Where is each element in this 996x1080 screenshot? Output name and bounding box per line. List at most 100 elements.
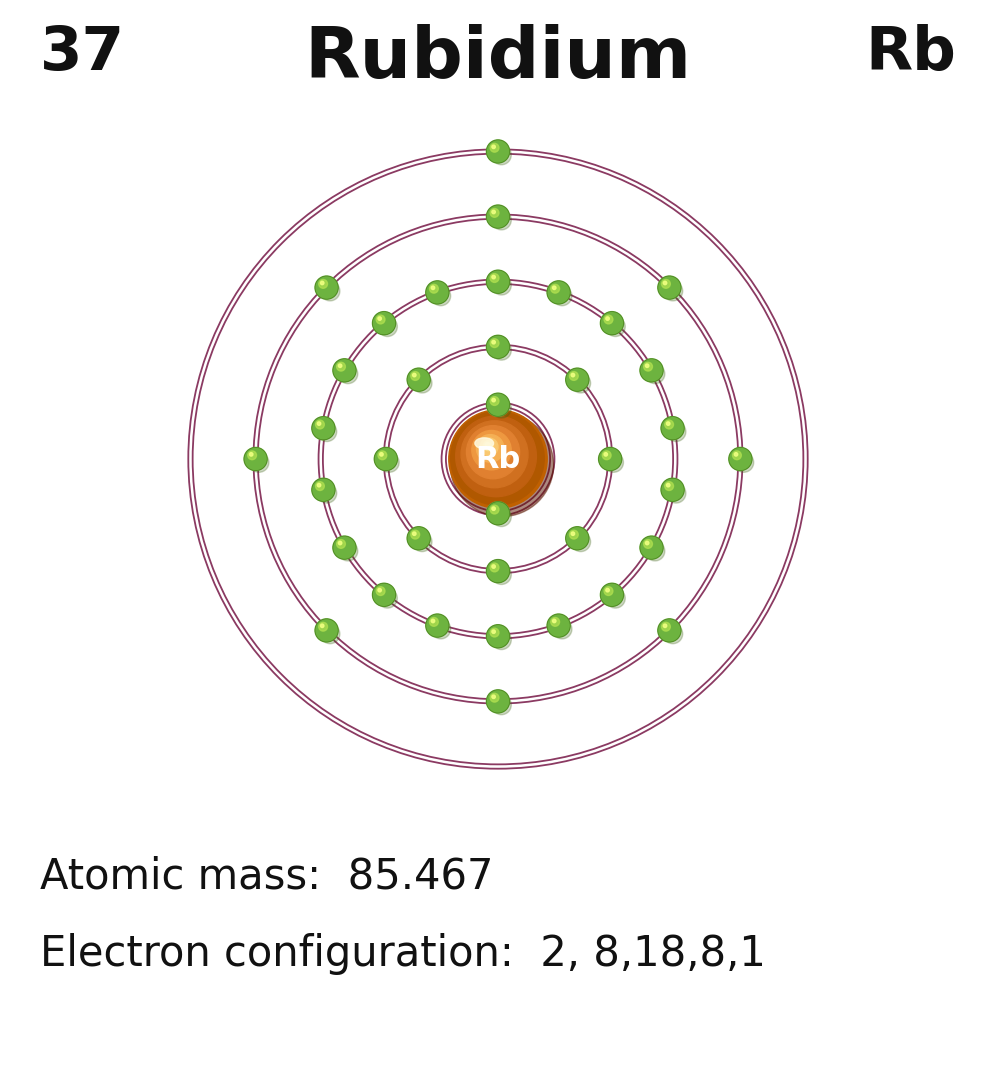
Circle shape (407, 368, 430, 391)
Circle shape (571, 374, 575, 377)
Circle shape (492, 696, 511, 715)
Circle shape (412, 532, 432, 552)
Circle shape (492, 696, 495, 699)
Circle shape (657, 276, 681, 299)
Circle shape (661, 622, 670, 631)
Circle shape (492, 399, 495, 402)
Circle shape (486, 559, 510, 583)
Circle shape (603, 450, 612, 460)
Circle shape (666, 422, 670, 426)
Circle shape (490, 144, 499, 152)
Circle shape (666, 484, 686, 503)
Circle shape (570, 530, 579, 539)
Circle shape (664, 482, 673, 490)
Circle shape (456, 416, 537, 497)
Circle shape (734, 453, 738, 456)
Circle shape (492, 630, 511, 649)
Circle shape (490, 396, 499, 405)
Circle shape (377, 589, 381, 592)
Circle shape (643, 540, 652, 549)
Circle shape (640, 536, 663, 559)
Circle shape (604, 453, 608, 456)
Circle shape (604, 453, 623, 472)
Circle shape (661, 280, 670, 288)
Circle shape (429, 618, 438, 626)
Circle shape (374, 447, 397, 471)
Circle shape (601, 312, 623, 335)
Circle shape (486, 205, 510, 228)
Circle shape (461, 421, 528, 488)
Circle shape (552, 619, 572, 639)
Circle shape (338, 541, 358, 561)
Circle shape (321, 281, 324, 285)
Circle shape (450, 414, 554, 516)
Circle shape (551, 618, 560, 626)
Circle shape (486, 690, 510, 713)
Circle shape (640, 359, 663, 382)
Circle shape (547, 281, 571, 303)
Text: Rb: Rb (475, 445, 521, 473)
Circle shape (606, 316, 610, 321)
Circle shape (492, 340, 495, 343)
Circle shape (486, 502, 510, 525)
Circle shape (249, 453, 269, 472)
Circle shape (645, 541, 648, 544)
Circle shape (606, 316, 625, 337)
Circle shape (451, 411, 544, 505)
Circle shape (321, 624, 324, 627)
Circle shape (645, 364, 665, 383)
Circle shape (490, 629, 499, 637)
Circle shape (472, 431, 511, 470)
Circle shape (410, 372, 419, 380)
Circle shape (319, 280, 328, 288)
Circle shape (425, 615, 449, 637)
Circle shape (663, 281, 682, 301)
Circle shape (486, 270, 510, 294)
Circle shape (571, 532, 575, 536)
Circle shape (466, 426, 520, 478)
Circle shape (606, 589, 625, 608)
Circle shape (431, 286, 450, 306)
Circle shape (732, 450, 741, 460)
Circle shape (492, 565, 495, 568)
Circle shape (316, 482, 325, 490)
Text: ®: ® (150, 1010, 165, 1025)
Text: 37: 37 (40, 24, 124, 83)
Text: Rubidium: Rubidium (305, 24, 691, 93)
Circle shape (407, 527, 430, 550)
Circle shape (552, 286, 572, 306)
Circle shape (376, 315, 385, 324)
Circle shape (645, 364, 648, 367)
Text: VectorStock.com/6060685: VectorStock.com/6060685 (714, 1027, 971, 1047)
Circle shape (249, 453, 253, 456)
Circle shape (492, 275, 495, 279)
Circle shape (601, 583, 623, 606)
Circle shape (666, 484, 670, 487)
Circle shape (337, 540, 346, 549)
Circle shape (431, 619, 450, 639)
Circle shape (244, 447, 267, 471)
Circle shape (321, 281, 340, 301)
Circle shape (338, 364, 358, 383)
Circle shape (377, 316, 381, 321)
Circle shape (425, 281, 449, 303)
Circle shape (570, 372, 579, 380)
Text: Atomic mass:  85.467: Atomic mass: 85.467 (40, 855, 493, 897)
Circle shape (373, 312, 395, 335)
Circle shape (566, 368, 589, 391)
Circle shape (449, 409, 547, 509)
Circle shape (319, 622, 328, 631)
Circle shape (729, 447, 752, 471)
Circle shape (312, 478, 335, 501)
Circle shape (412, 374, 432, 393)
Circle shape (492, 211, 511, 230)
Circle shape (480, 438, 498, 456)
Circle shape (605, 586, 613, 595)
Circle shape (492, 399, 511, 418)
Circle shape (492, 630, 495, 633)
Text: Rb: Rb (866, 24, 956, 83)
Circle shape (661, 417, 684, 440)
Circle shape (318, 422, 321, 426)
Circle shape (373, 583, 395, 606)
Circle shape (317, 422, 337, 442)
